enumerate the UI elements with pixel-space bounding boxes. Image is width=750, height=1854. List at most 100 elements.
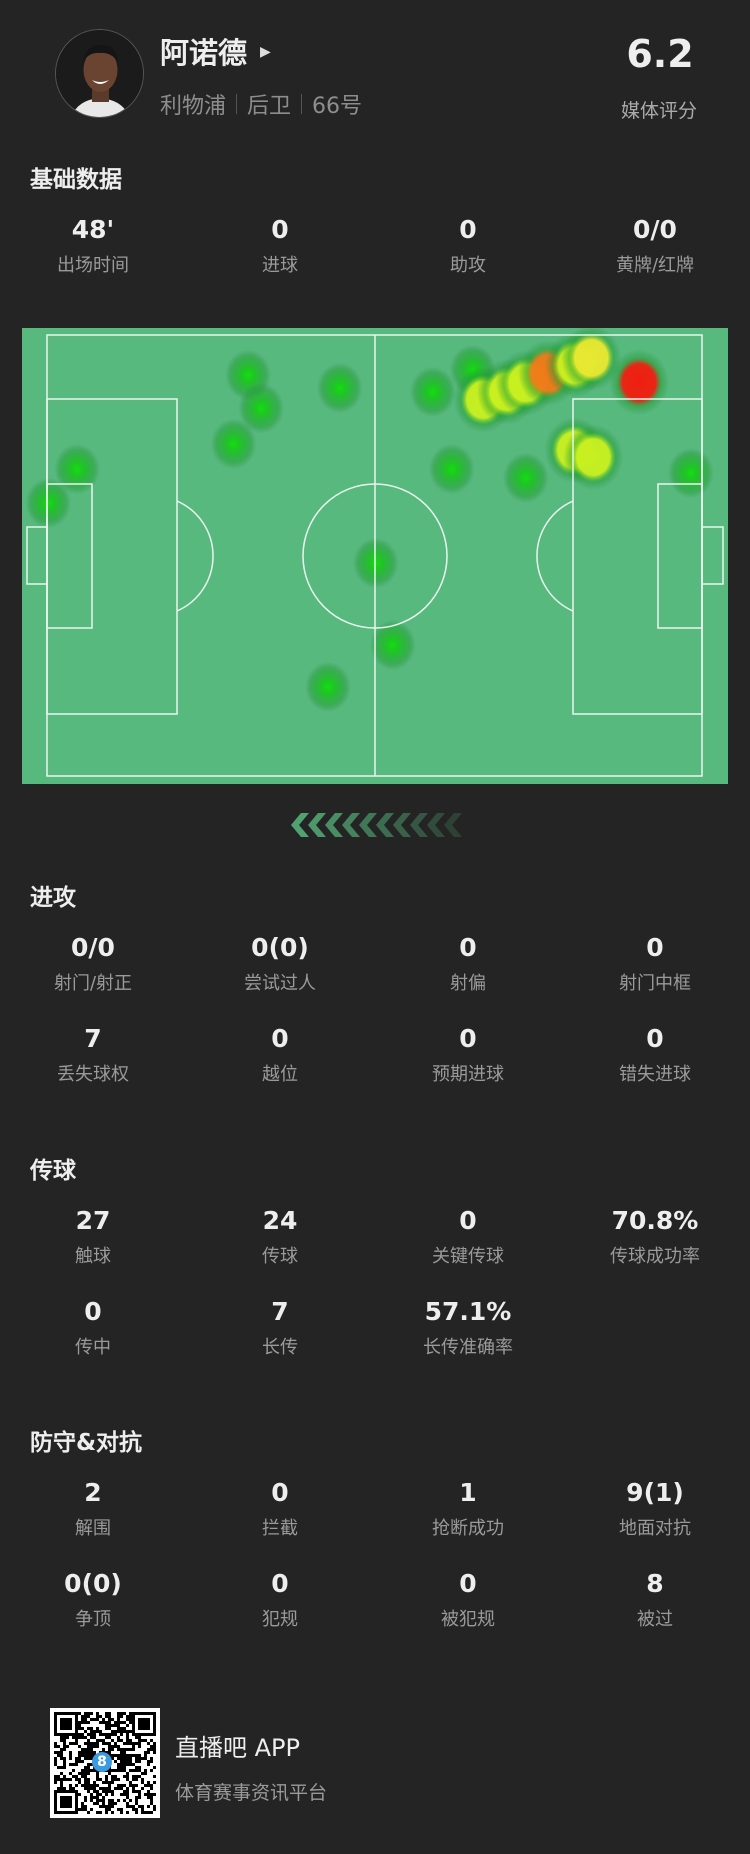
player-team: 利物浦 (160, 94, 227, 119)
stat-value: 0 (646, 933, 664, 962)
stat-item: 0 助攻 (378, 213, 558, 277)
stat-value: 0/0 (633, 215, 677, 244)
stat-label: 拦截 (262, 1518, 298, 1539)
stat-item: 0/0 黄牌/红牌 (565, 213, 745, 277)
stat-label: 越位 (262, 1064, 298, 1085)
stat-item: 0(0) 争顶 (3, 1567, 183, 1631)
stat-value: 0 (459, 1206, 477, 1235)
section-title: 传球 (30, 1158, 76, 1184)
stat-value: 0 (271, 1569, 289, 1598)
stat-item: 7 长传 (190, 1295, 370, 1359)
stat-item: 0 被犯规 (378, 1567, 558, 1631)
stat-label: 助攻 (450, 255, 486, 276)
heat-spot (409, 366, 456, 418)
stat-label: 错失进球 (619, 1064, 691, 1085)
stat-value: 0 (646, 1024, 664, 1053)
section-title: 防守&对抗 (30, 1430, 143, 1456)
chevron-left-icon (342, 813, 360, 837)
heatmap-pitch (22, 328, 728, 784)
stat-label: 犯规 (262, 1609, 298, 1630)
chevron-left-icon (410, 813, 428, 837)
heat-spot (428, 443, 475, 495)
heat-spot (316, 362, 363, 414)
pitch-lines (26, 334, 724, 777)
stat-item: 48' 出场时间 (3, 213, 183, 277)
stat-label: 长传准确率 (423, 1337, 513, 1358)
heat-spot (563, 424, 624, 491)
app-title: 直播吧 APP (175, 1734, 300, 1762)
divider (301, 94, 303, 114)
stat-value: 27 (75, 1206, 111, 1235)
section-title: 基础数据 (30, 167, 122, 193)
player-meta: 利物浦 后卫 66号 (160, 88, 362, 120)
stat-label: 长传 (262, 1337, 298, 1358)
stat-item: 9(1) 地面对抗 (565, 1476, 745, 1540)
heat-spot (210, 418, 257, 470)
stat-label: 尝试过人 (244, 973, 316, 994)
stat-label: 射门中框 (619, 973, 691, 994)
heat-spot (561, 328, 622, 391)
stat-value: 0 (271, 1024, 289, 1053)
player-avatar[interactable] (55, 29, 144, 118)
stat-item: 27 触球 (3, 1204, 183, 1268)
stat-item: 8 被过 (565, 1567, 745, 1631)
stat-item: 0 预期进球 (378, 1022, 558, 1086)
play-arrow-icon[interactable]: ▶ (260, 44, 271, 60)
section-title: 进攻 (30, 885, 76, 911)
app-subtitle: 体育赛事资讯平台 (175, 1782, 328, 1804)
stat-value: 70.8% (611, 1206, 699, 1235)
heat-spot (238, 382, 285, 434)
stat-value: 0 (459, 1024, 477, 1053)
stat-item: 0/0 射门/射正 (3, 931, 183, 995)
stat-item: 0(0) 尝试过人 (190, 931, 370, 995)
stat-item: 7 丢失球权 (3, 1022, 183, 1086)
chevron-left-icon (376, 813, 394, 837)
stat-value: 2 (84, 1478, 102, 1507)
stat-value: 0/0 (71, 933, 115, 962)
heat-spot (352, 537, 399, 589)
stat-value: 8 (646, 1569, 664, 1598)
rating-value: 6.2 (626, 32, 694, 76)
chevron-left-icon (325, 813, 343, 837)
chevron-left-icon (291, 813, 309, 837)
heatmap-spots (25, 328, 714, 713)
stat-value: 0 (459, 215, 477, 244)
qr-code: 8 (50, 1708, 160, 1818)
stat-value: 48' (71, 215, 115, 244)
stat-label: 进球 (262, 255, 298, 276)
stat-value: 0(0) (64, 1569, 122, 1598)
stat-label: 射门/射正 (53, 973, 133, 994)
stat-value: 7 (271, 1297, 289, 1326)
stat-label: 出场时间 (57, 255, 129, 276)
direction-chevrons-icon (291, 813, 462, 837)
stat-item: 57.1% 长传准确率 (378, 1295, 558, 1359)
stat-value: 9(1) (626, 1478, 684, 1507)
heat-spot (667, 447, 714, 499)
player-number: 66号 (312, 94, 363, 119)
heat-spot (502, 452, 549, 504)
stat-label: 关键传球 (432, 1246, 504, 1267)
heat-spot (54, 443, 101, 495)
stat-label: 传球成功率 (610, 1246, 700, 1267)
chevron-left-icon (359, 813, 377, 837)
stat-item: 0 射门中框 (565, 931, 745, 995)
stat-label: 地面对抗 (619, 1518, 691, 1539)
stat-value: 0 (271, 215, 289, 244)
stat-value: 0 (459, 933, 477, 962)
rating-label: 媒体评分 (620, 100, 697, 122)
stat-label: 预期进球 (432, 1064, 504, 1085)
left-goal (26, 526, 48, 585)
chevron-left-icon (444, 813, 462, 837)
chevron-left-icon (308, 813, 326, 837)
stat-item: 0 犯规 (190, 1567, 370, 1631)
stat-item: 0 射偏 (378, 931, 558, 995)
center-circle (302, 483, 448, 629)
stat-label: 传中 (75, 1337, 111, 1358)
divider (236, 94, 238, 114)
qr-badge: 8 (92, 1752, 112, 1772)
player-name[interactable]: 阿诺德 (160, 36, 248, 70)
heat-spot (609, 349, 670, 416)
stat-item: 1 抢断成功 (378, 1476, 558, 1540)
stat-label: 争顶 (75, 1609, 111, 1630)
heat-spot (369, 619, 416, 671)
